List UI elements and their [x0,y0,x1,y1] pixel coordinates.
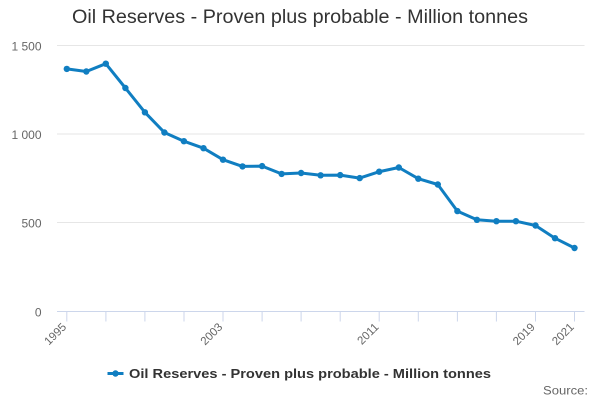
svg-text:500: 500 [21,217,41,231]
svg-text:Source:: Source: [543,384,588,398]
svg-text:1 000: 1 000 [11,128,41,142]
svg-text:Oil Reserves - Proven plus pro: Oil Reserves - Proven plus probable - Mi… [129,366,491,381]
svg-text:Oil Reserves - Proven plus pro: Oil Reserves - Proven plus probable - Mi… [72,7,528,28]
svg-text:0: 0 [35,306,42,320]
svg-text:1 500: 1 500 [11,40,41,54]
